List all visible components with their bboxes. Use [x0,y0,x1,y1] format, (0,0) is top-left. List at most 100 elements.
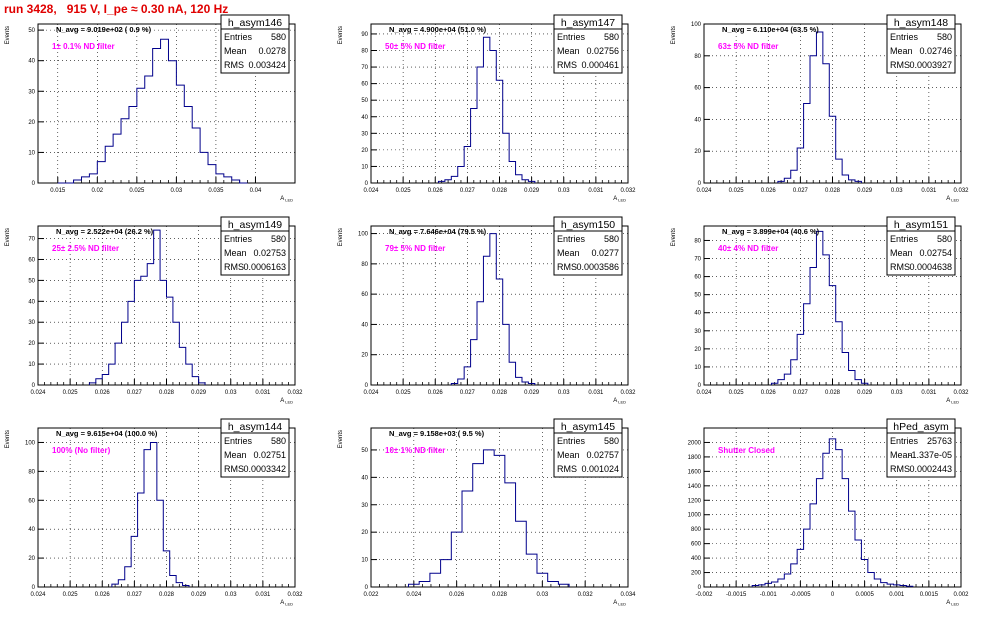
histogram-bin [516,521,527,587]
histogram-bin [462,491,473,587]
stats-box [886,418,956,478]
y-tick-label: 0 [698,181,702,187]
histogram-bin [161,39,169,183]
y-tick-label: 30 [28,89,35,95]
stats-box [553,14,623,74]
x-tick-label: 0.0005 [855,592,874,598]
stats-rms-label: RMS [557,60,577,70]
stats-entries-value: 580 [271,234,286,244]
x-tick-label: 0.026 [449,592,465,598]
histogram-bin [137,88,145,183]
histogram-bin [216,174,224,183]
x-tick-label: 0.031 [921,188,937,194]
navg-label: N_avg = 2.522e+04 (26.2 %) [56,227,154,236]
histogram-bin [97,162,105,183]
histogram-bin [849,371,855,385]
y-tick-label: 40 [28,59,35,65]
histogram-bin [887,584,893,587]
histogram-bin [829,286,835,385]
y-tick-label: 1400 [688,484,702,490]
x-tick-label: 0.029 [524,390,540,396]
histogram-bin [516,175,522,183]
histogram-bin [522,382,528,385]
y-tick-label: 0 [698,585,702,591]
histogram-bin [861,383,867,385]
histogram-bin [183,586,189,587]
histogram-bin [131,536,137,587]
histogram-bin [138,493,144,587]
x-axis-label: ALED [946,398,959,405]
stats-mean-label: Mean [224,450,247,460]
filter-label: 25± 2.5% ND filter [52,244,119,253]
y-tick-label: 50 [694,293,701,299]
histogram-bin [186,364,192,385]
histogram-bin [96,379,102,385]
histogram-bin [134,280,140,385]
histogram-bin [855,540,861,587]
x-tick-label: 0.028 [825,390,841,396]
stats-mean-label: Mean [557,450,580,460]
histogram-bin [797,549,803,587]
x-tick-label: 0.03 [891,188,903,194]
histogram-bin [752,586,758,587]
histogram-bin [430,573,441,587]
y-tick-label: 80 [694,238,701,244]
stats-title: h_asym149 [228,219,282,231]
x-tick-label: 0.027 [460,188,476,194]
y-tick-label: 40 [361,475,368,481]
x-axis-label: ALED [280,196,293,203]
histogram-outline [437,36,536,183]
navg-label: N_avg = 4.900e+04 (51.0 %) [389,25,487,34]
histogram-bin [558,584,569,587]
stats-entries-label: Entries [557,234,586,244]
histogram-bin [118,580,124,587]
page-title: run 3428, 915 V, I_pe ≈ 0.30 nA, 120 Hz [4,2,229,16]
histogram-bin [868,573,874,587]
histogram-bin [192,377,198,385]
stats-rms-label: RMS [890,262,910,272]
x-tick-label: -0.0015 [726,592,747,598]
x-tick-label: 0.026 [761,390,777,396]
x-tick-label: 0.027 [793,188,809,194]
y-tick-label: 40 [361,115,368,121]
histogram-bin [522,180,528,183]
stats-rms-value: 0.0004638 [909,262,952,272]
x-tick-label: 0.025 [396,390,412,396]
histogram-outline [751,438,914,587]
x-tick-label: 0.025 [396,188,412,194]
histogram-bin [163,551,169,587]
histogram-bin [797,148,803,183]
x-tick-label: 0.04 [250,188,262,194]
stats-mean-label: Mean [224,46,247,56]
stats-entries-label: Entries [224,32,253,42]
y-tick-label: 0 [32,383,36,389]
histogram-bin [451,383,457,385]
x-tick-label: -0.0005 [790,592,811,598]
x-tick-label: 0.024 [30,592,46,598]
y-tick-label: 10 [28,362,35,368]
filter-label: 50± 5% ND filter [385,42,445,51]
x-tick-label: 0.03 [558,390,570,396]
histogram-bin [861,560,867,587]
histogram-outline [57,38,248,184]
x-tick-label: 0.024 [696,188,712,194]
y-tick-label: 10 [28,150,35,156]
histogram-bin [503,133,509,183]
y-tick-label: 30 [361,503,368,509]
histogram-bin [458,379,464,385]
x-axis-label: ALED [946,600,959,607]
stats-mean-value: 0.02751 [253,450,286,460]
histogram-bin [464,367,470,385]
y-axis-label: Events [338,228,344,246]
filter-label: Shutter Closed [718,446,775,455]
histogram-hPed_asym: -0.002 -0.0015 -0.001 -0.0005 0 0.0005 0.001 0.… [688,418,969,607]
histogram-bin [900,586,906,587]
x-tick-label: 0.025 [129,188,145,194]
filter-label: 100% (No filter) [52,446,111,455]
stats-title: h_asym145 [561,421,615,433]
y-axis-label: Events [338,430,344,448]
x-tick-label: 0.029 [857,188,873,194]
histogram-bin [528,383,534,385]
histogram-outline [407,449,570,587]
stats-title: h_asym144 [228,421,282,433]
